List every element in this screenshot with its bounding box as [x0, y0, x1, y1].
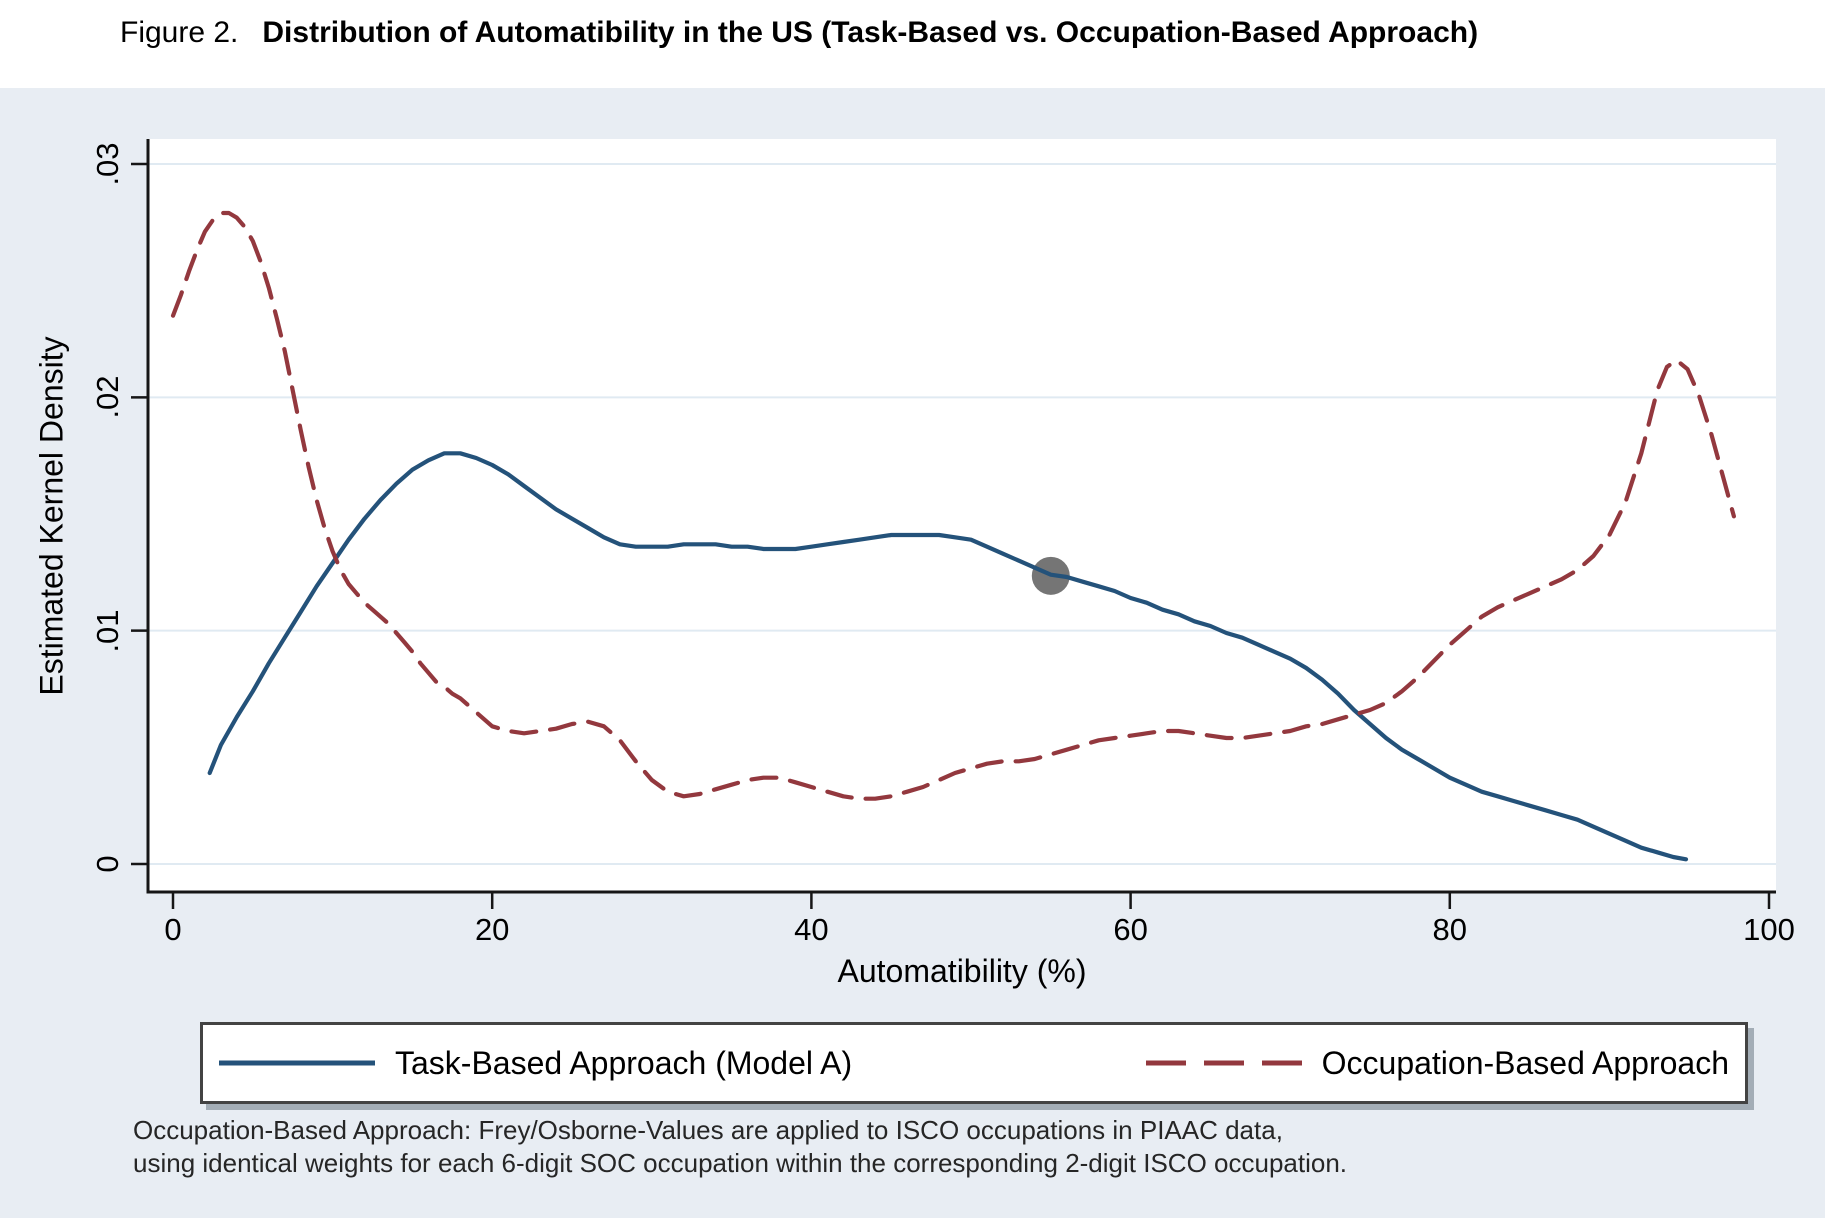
x-tick-label-100: 100: [1743, 912, 1795, 947]
figure-note: Occupation-Based Approach: Frey/Osborne-…: [133, 1114, 1347, 1180]
x-tick-label-20: 20: [474, 912, 510, 947]
y-tick-label-.01: .01: [90, 609, 125, 653]
x-tick-label-40: 40: [794, 912, 829, 947]
legend-item-occupation-based: Occupation-Based Approach: [1145, 1044, 1729, 1082]
x-tick-label-0: 0: [164, 912, 182, 947]
legend-label: Occupation-Based Approach: [1321, 1044, 1729, 1081]
solid-line-swatch: [219, 1060, 375, 1066]
x-tick-label-60: 60: [1113, 912, 1148, 947]
figure-title-text: Distribution of Automatibility in the US…: [262, 16, 1479, 49]
curve-task-based: [207, 451, 1689, 862]
legend-item-task-based: Task-Based Approach (Model A): [219, 1045, 852, 1082]
legend-box: Task-Based Approach (Model A) Occupation-…: [200, 1022, 1748, 1104]
x-tick-label-80: 80: [1432, 912, 1468, 947]
x-axis-title: Automatibility (%): [837, 953, 1087, 989]
y-tick-label-0: 0: [90, 855, 125, 873]
y-axis-title: Estimated Kernel Density: [33, 336, 70, 696]
y-tick-label-.03: .03: [90, 142, 125, 186]
dashed-line-swatch: [1145, 1060, 1302, 1066]
figure-note-line1: Occupation-Based Approach: Frey/Osborne-…: [133, 1115, 1283, 1145]
figure-note-line2: using identical weights for each 6-digit…: [133, 1148, 1348, 1178]
plot-area: [148, 139, 1776, 892]
figure-number: Figure 2.: [120, 16, 239, 49]
y-tick-label-.02: .02: [90, 375, 125, 419]
figure-title: Figure 2. Distribution of Automatibility …: [120, 16, 1478, 50]
curve-occupation-based: [170, 210, 1737, 801]
legend-label: Task-Based Approach (Model A): [395, 1044, 853, 1081]
